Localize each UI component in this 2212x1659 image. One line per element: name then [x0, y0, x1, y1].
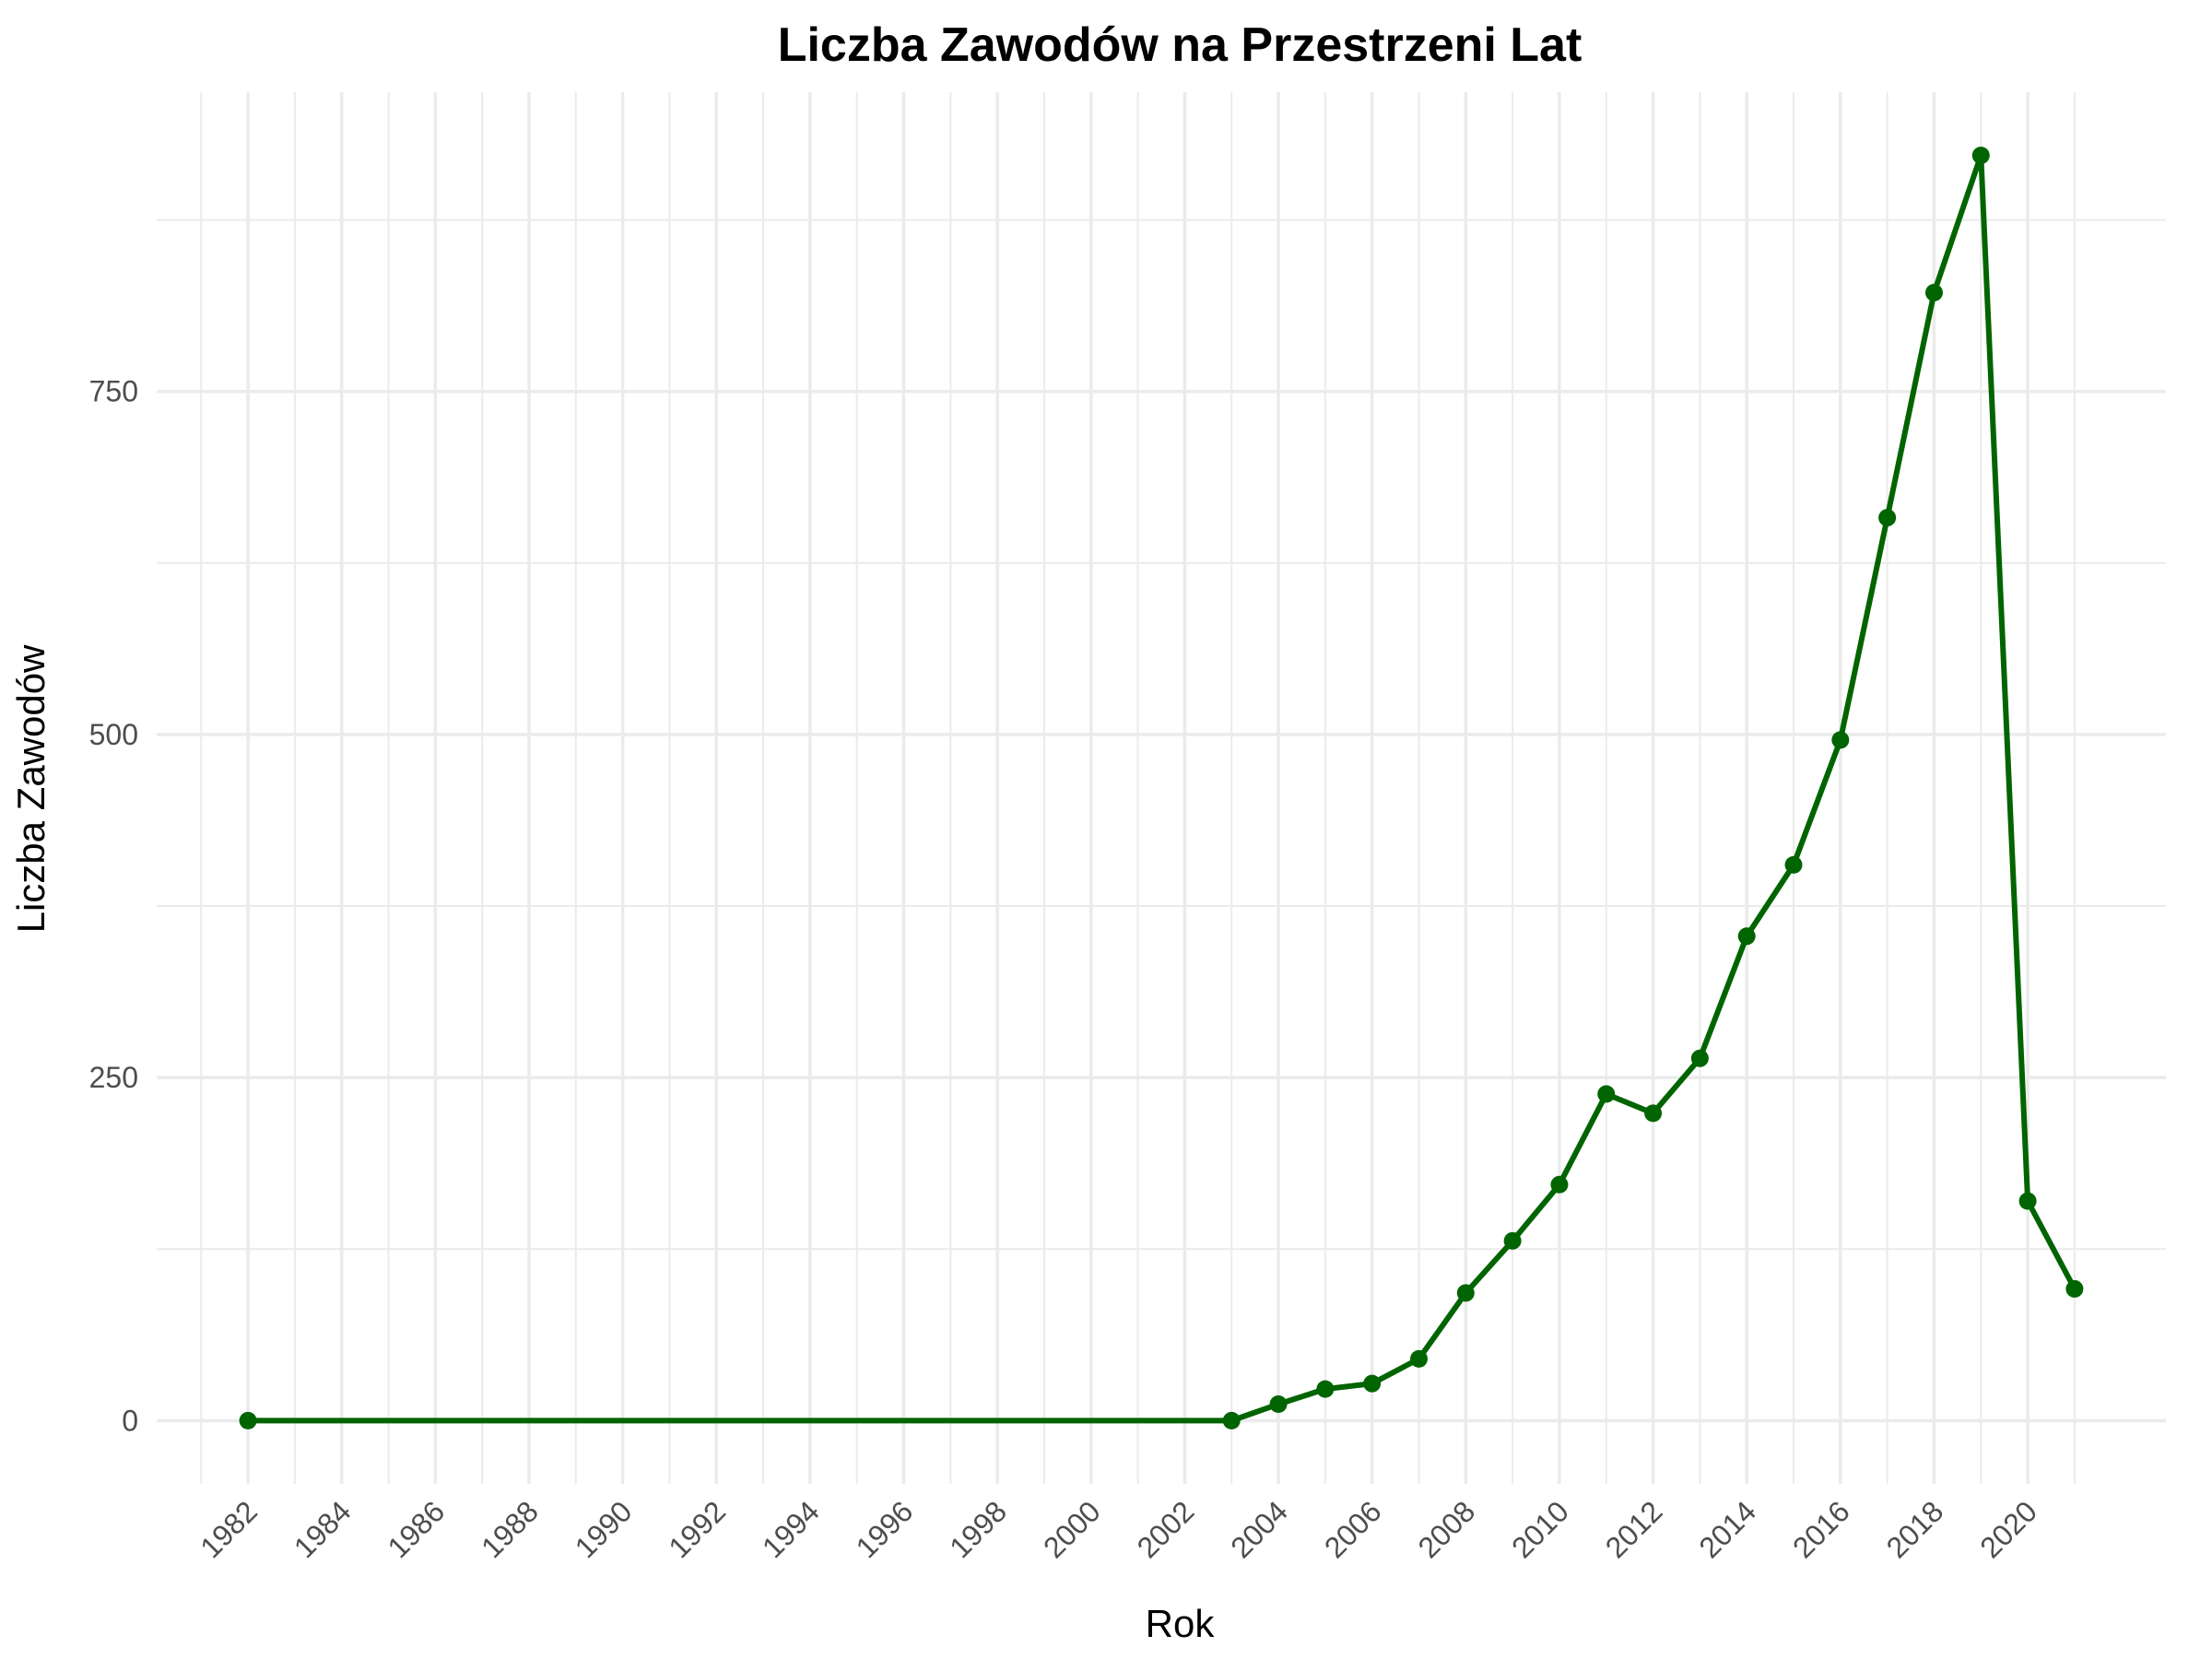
data-point — [1456, 1284, 1475, 1302]
series-layer — [239, 147, 2084, 1430]
data-point — [2065, 1279, 2084, 1298]
y-axis-title: Liczba Zawodów — [9, 644, 53, 933]
data-point — [1363, 1374, 1382, 1393]
x-axis-title: Rok — [1146, 1602, 1216, 1645]
y-tick-label: 750 — [89, 375, 138, 408]
chart-title: Liczba Zawodów na Przestrzeni Lat — [778, 18, 1583, 72]
data-point — [1831, 731, 1850, 749]
y-tick-label: 0 — [122, 1404, 138, 1437]
data-point — [1316, 1380, 1335, 1398]
data-point — [1503, 1231, 1522, 1250]
data-point — [1222, 1411, 1241, 1430]
data-point — [1924, 284, 1943, 302]
data-point — [1878, 509, 1897, 527]
data-point — [1971, 147, 1990, 165]
data-point — [1644, 1104, 1663, 1123]
data-point — [2018, 1192, 2037, 1210]
y-tick-labels: 0 250 500 750 — [89, 375, 138, 1438]
data-point — [1409, 1349, 1428, 1368]
data-point — [1690, 1049, 1709, 1067]
y-tick-label: 250 — [89, 1061, 138, 1094]
data-point — [1269, 1394, 1288, 1413]
data-point — [1597, 1085, 1616, 1103]
y-tick-label: 500 — [89, 718, 138, 751]
data-point — [1784, 855, 1803, 874]
gridlines — [157, 92, 2166, 1484]
data-point — [239, 1411, 257, 1430]
data-point — [1550, 1175, 1569, 1194]
data-point — [1737, 927, 1756, 946]
